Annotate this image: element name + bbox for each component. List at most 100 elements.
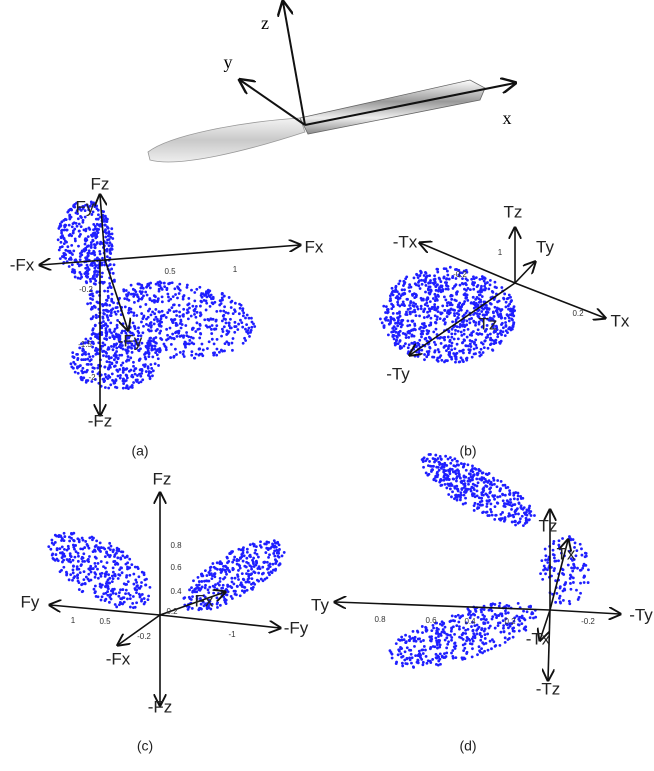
point <box>518 501 521 504</box>
point <box>75 550 78 553</box>
point <box>95 275 98 278</box>
point <box>166 334 169 337</box>
point <box>241 326 244 329</box>
tick-label: 0.8 <box>374 615 386 624</box>
point <box>470 490 473 493</box>
point <box>524 522 527 525</box>
point <box>393 319 396 322</box>
point <box>504 609 507 612</box>
point <box>193 291 196 294</box>
point <box>466 607 469 610</box>
point <box>420 279 423 282</box>
point <box>125 367 128 370</box>
point <box>94 324 97 327</box>
point <box>111 293 114 296</box>
point <box>130 563 133 566</box>
point <box>161 295 164 298</box>
point <box>281 555 284 558</box>
point <box>145 370 148 373</box>
point <box>426 298 429 301</box>
point <box>61 545 64 548</box>
point <box>220 571 223 574</box>
point <box>260 546 263 549</box>
point <box>408 635 411 638</box>
point <box>223 317 226 320</box>
point <box>72 572 75 575</box>
point <box>448 278 451 281</box>
point <box>253 552 256 555</box>
point <box>101 595 104 598</box>
point <box>422 639 425 642</box>
point <box>496 496 499 499</box>
point <box>113 263 116 266</box>
point <box>94 573 97 576</box>
point <box>478 626 481 629</box>
point <box>71 355 74 358</box>
point <box>154 308 157 311</box>
point <box>457 337 460 340</box>
point <box>469 342 472 345</box>
point <box>443 346 446 349</box>
point <box>71 579 74 582</box>
point <box>552 553 555 556</box>
point <box>484 484 487 487</box>
point <box>506 486 509 489</box>
point <box>511 521 514 524</box>
point <box>504 321 507 324</box>
point <box>444 299 447 302</box>
point <box>397 342 400 345</box>
point <box>512 636 515 639</box>
point <box>462 320 465 323</box>
point <box>449 456 452 459</box>
point <box>439 317 442 320</box>
point <box>570 567 573 570</box>
point <box>491 638 494 641</box>
point <box>150 367 153 370</box>
point <box>425 284 428 287</box>
point <box>394 344 397 347</box>
point <box>484 628 487 631</box>
point <box>231 342 234 345</box>
point <box>60 569 63 572</box>
point <box>503 293 506 296</box>
point <box>203 580 206 583</box>
point <box>486 281 489 284</box>
point <box>199 324 202 327</box>
point <box>430 289 433 292</box>
point <box>136 282 139 285</box>
point <box>106 594 109 597</box>
point <box>199 353 202 356</box>
point <box>215 320 218 323</box>
point <box>81 349 84 352</box>
point <box>135 588 138 591</box>
point <box>555 592 558 595</box>
point <box>267 541 270 544</box>
point <box>136 566 139 569</box>
point <box>410 662 413 665</box>
point <box>248 564 251 567</box>
point <box>149 377 152 380</box>
point <box>243 337 246 340</box>
point <box>436 268 439 271</box>
point <box>205 309 208 312</box>
point <box>250 568 253 571</box>
point <box>101 315 104 318</box>
point <box>150 371 153 374</box>
point <box>106 226 109 229</box>
axis-label: Tx <box>557 544 576 563</box>
point <box>432 645 435 648</box>
point <box>563 589 566 592</box>
point <box>523 511 526 514</box>
point <box>459 498 462 501</box>
point <box>116 556 119 559</box>
point <box>450 348 453 351</box>
axis-label: x <box>503 108 512 128</box>
point <box>484 277 487 280</box>
point <box>143 365 146 368</box>
point <box>104 555 107 558</box>
axis-label: -Fx <box>10 255 35 274</box>
point <box>246 551 249 554</box>
point <box>390 331 393 334</box>
point <box>450 627 453 630</box>
point <box>491 618 494 621</box>
